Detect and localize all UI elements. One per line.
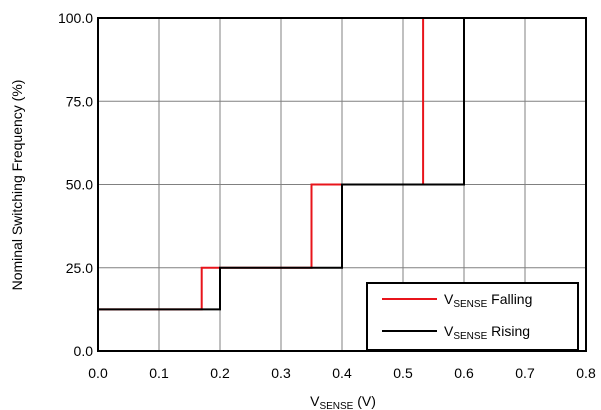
legend-label-rising-subscript: SENSE <box>453 331 487 342</box>
x-tick-label: 0.1 <box>149 365 169 381</box>
x-tick-label: 0.3 <box>271 365 291 381</box>
series-line-rising <box>98 18 465 311</box>
legend-label-falling-prefix: V <box>444 291 454 307</box>
y-axis-label: Nominal Switching Frequency (%) <box>9 80 25 291</box>
y-tick-labels: 0.0 25.0 50.0 75.0 100.0 <box>58 10 93 359</box>
x-tick-label: 0.0 <box>88 365 108 381</box>
y-tick-label: 25.0 <box>66 260 93 276</box>
y-tick-label: 50.0 <box>66 177 93 193</box>
x-tick-label: 0.8 <box>576 365 596 381</box>
x-tick-label: 0.2 <box>210 365 230 381</box>
y-tick-label: 0.0 <box>74 343 94 359</box>
x-tick-label: 0.7 <box>515 365 535 381</box>
y-tick-label: 100.0 <box>58 10 93 26</box>
y-tick-label: 75.0 <box>66 93 93 109</box>
legend-label-falling-subscript: SENSE <box>453 299 487 310</box>
x-axis-label: VSENSE (V) <box>310 393 376 410</box>
legend-label-falling: VSENSE Falling <box>444 291 532 310</box>
x-tick-label: 0.5 <box>393 365 413 381</box>
series-line-falling <box>98 17 464 311</box>
x-tick-labels: 0.0 0.1 0.2 0.3 0.4 0.5 0.6 0.7 0.8 <box>88 365 596 381</box>
x-tick-label: 0.6 <box>454 365 474 381</box>
legend-box <box>366 282 579 351</box>
x-axis-label-prefix: V <box>310 393 320 409</box>
legend-label-rising-prefix: V <box>444 323 454 339</box>
x-tick-label: 0.4 <box>332 365 352 381</box>
legend: VSENSE Falling VSENSE Rising <box>366 282 579 351</box>
legend-label-falling-suffix: Falling <box>487 291 532 307</box>
x-axis-label-suffix: (V) <box>353 393 376 409</box>
series-group <box>98 17 465 311</box>
plot-frame <box>97 17 587 352</box>
legend-label-rising-suffix: Rising <box>487 323 530 339</box>
legend-label-rising: VSENSE Rising <box>444 323 530 342</box>
x-axis-label-subscript: SENSE <box>319 401 353 410</box>
